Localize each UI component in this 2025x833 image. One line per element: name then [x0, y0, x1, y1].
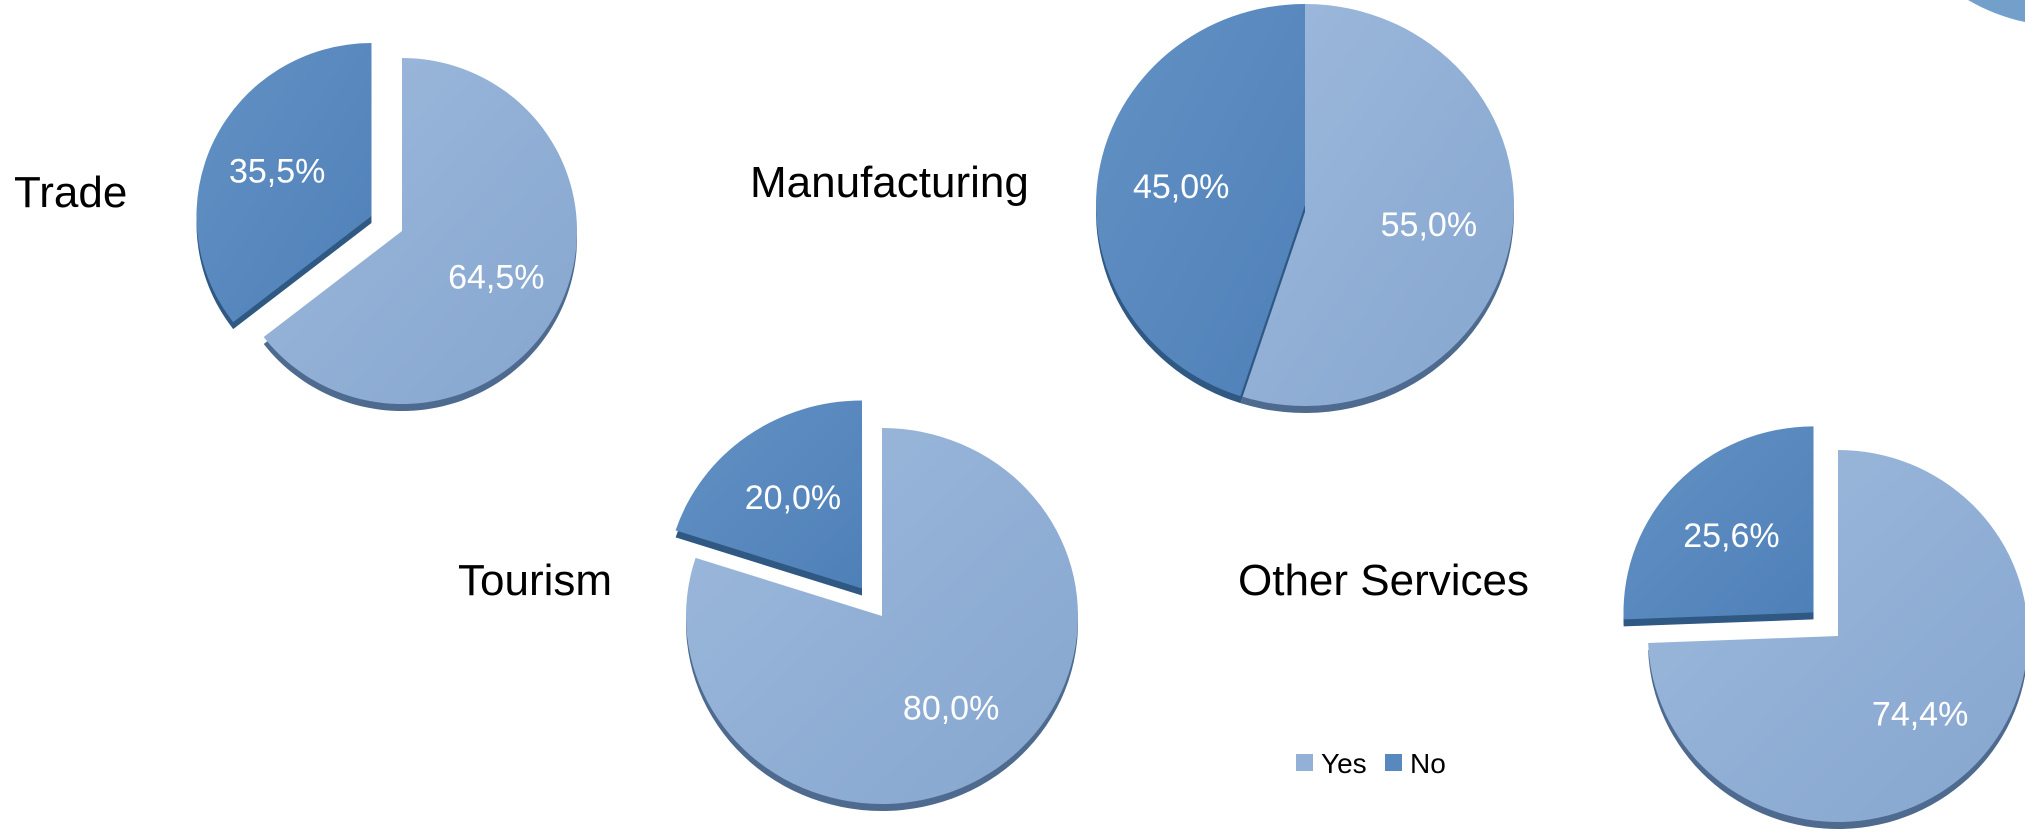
corner-decoration: [1968, 0, 2025, 22]
pie-data-label-yes: 74,4%: [1872, 695, 1968, 733]
pie-chart-trade: Trade 64,5% 35,5%: [14, 43, 577, 411]
pie-data-label-no: 45,0%: [1133, 168, 1229, 206]
chart-title-trade: Trade: [14, 168, 127, 217]
chart-title-tourism: Tourism: [458, 556, 612, 605]
pie-slice-no: [196, 43, 372, 323]
pie-data-label-no: 35,5%: [229, 152, 325, 190]
pie-slice-yes: [263, 58, 577, 404]
legend-swatch-yes: [1296, 754, 1313, 771]
pie-data-label-yes: 64,5%: [448, 259, 544, 297]
pie-chart-tourism: Tourism 80,0% 20,0%: [458, 400, 1078, 812]
pie-slice-yes: [1240, 4, 1514, 407]
legend-label-no: No: [1410, 748, 1446, 779]
pie-slice-no: [675, 400, 863, 589]
pie-slice-no: [1623, 426, 1814, 620]
chart-title-other-services: Other Services: [1238, 556, 1529, 605]
legend-label-yes: Yes: [1321, 748, 1367, 779]
pie-chart-other-services: Other Services 74,4% 25,6%: [1238, 426, 2025, 829]
chart-title-manufacturing: Manufacturing: [750, 158, 1029, 207]
pie-data-label-yes: 55,0%: [1381, 206, 1477, 244]
pie-slice-yes: [1648, 450, 2025, 822]
pie-data-label-yes: 80,0%: [903, 689, 999, 727]
pie-data-label-no: 20,0%: [745, 479, 841, 517]
pie-slice-yes: [686, 428, 1078, 804]
legend: Yes No: [1296, 748, 1446, 779]
pie-data-label-no: 25,6%: [1683, 517, 1779, 555]
pie-chart-manufacturing: Manufacturing 55,0% 45,0%: [750, 3, 1514, 413]
pie-slice-no: [1096, 3, 1305, 397]
legend-swatch-no: [1385, 754, 1402, 771]
